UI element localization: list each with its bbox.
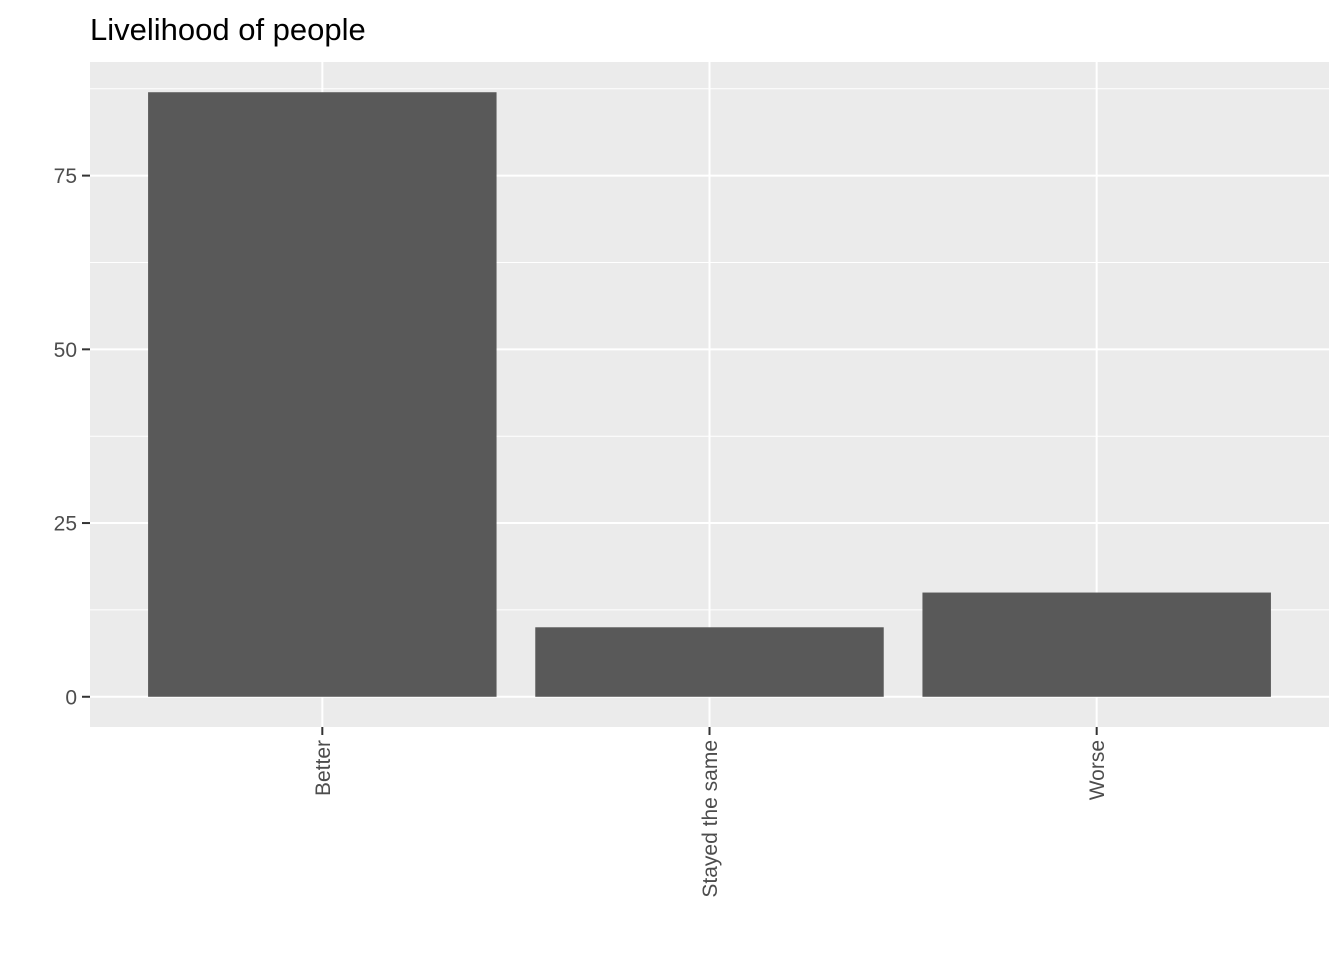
y-tick-label: 50 <box>54 339 77 362</box>
x-tick-label: Stayed the same <box>699 740 722 898</box>
bars <box>148 92 1271 697</box>
x-axis: Better Stayed the same Worse <box>312 727 1109 898</box>
y-tick-label: 75 <box>54 165 77 188</box>
y-tick-label: 25 <box>54 513 77 536</box>
bar-worse <box>922 592 1271 697</box>
bar-stayed-the-same <box>535 627 884 697</box>
y-axis: 0 25 50 75 <box>54 165 90 709</box>
chart-title: Livelihood of people <box>90 12 366 47</box>
x-tick-label: Better <box>312 740 335 796</box>
x-tick-label: Worse <box>1086 740 1109 800</box>
bar-better <box>148 92 497 697</box>
y-tick-label: 0 <box>65 686 77 709</box>
